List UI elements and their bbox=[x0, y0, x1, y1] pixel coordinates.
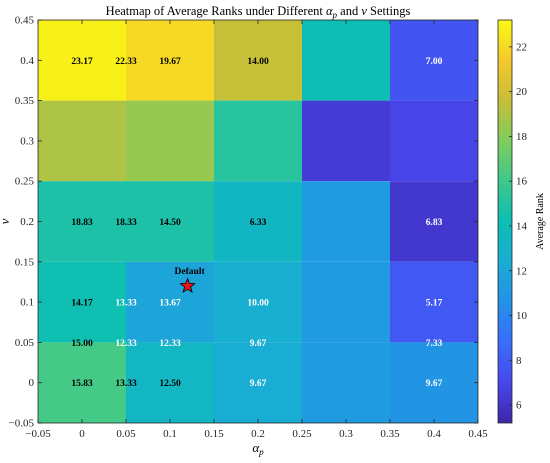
cell-value-label: 14.17 bbox=[71, 299, 93, 309]
cell-value-label: 6.83 bbox=[426, 218, 443, 228]
x-tick-label: 0.1 bbox=[163, 428, 177, 440]
y-tick-label: 0.1 bbox=[20, 297, 34, 309]
x-tick-label: 0.35 bbox=[380, 428, 400, 440]
x-axis-ticks: −0.05 0 0.05 0.1 0.15 0.2 0.25 0.3 0.35 0.4 0.45 bbox=[25, 20, 488, 440]
heatmap-cell bbox=[126, 342, 214, 423]
heatmap-cell bbox=[214, 20, 302, 101]
y-axis-ticks: −0.05 0 0.05 0.1 0.15 0.2 0.25 0.3 0.35 0.4 0.45 bbox=[9, 15, 478, 430]
cell-value-label: 7.00 bbox=[426, 57, 443, 67]
heatmap-cell bbox=[302, 100, 390, 182]
cell-value-label: 13.33 bbox=[115, 379, 137, 389]
heatmap-cells bbox=[38, 20, 478, 423]
colorbar-label: Average Rank bbox=[535, 193, 546, 250]
cell-value-label: 23.17 bbox=[71, 57, 93, 67]
x-tick-label: 0.15 bbox=[204, 428, 224, 440]
colorbar-tick-label: 10 bbox=[516, 310, 528, 322]
heatmap-cell bbox=[390, 100, 478, 182]
y-tick-label: 0.2 bbox=[20, 216, 34, 228]
x-tick-label: 0.2 bbox=[251, 428, 265, 440]
heatmap-cell bbox=[214, 181, 302, 262]
cell-value-label: 7.33 bbox=[426, 339, 443, 349]
heatmap-cell bbox=[38, 20, 126, 101]
heatmap-cell bbox=[38, 100, 126, 182]
cell-value-label: 15.00 bbox=[71, 339, 93, 349]
heatmap-cell bbox=[214, 342, 302, 423]
heatmap-cell bbox=[302, 181, 390, 262]
x-axis-label: αp bbox=[252, 440, 264, 457]
cell-value-label: 9.67 bbox=[250, 339, 267, 349]
cell-value-label: 12.50 bbox=[159, 379, 181, 389]
heatmap-cell bbox=[302, 342, 390, 423]
heatmap-cell bbox=[38, 181, 126, 262]
x-tick-label: 0.3 bbox=[339, 428, 353, 440]
heatmap-cell bbox=[302, 261, 390, 343]
heatmap-cell bbox=[214, 100, 302, 182]
y-tick-label: 0.15 bbox=[15, 256, 35, 268]
x-tick-label: 0.45 bbox=[468, 428, 488, 440]
heatmap-cell bbox=[38, 261, 126, 343]
colorbar-tick-label: 20 bbox=[516, 86, 528, 98]
x-tick-label: −0.05 bbox=[25, 428, 51, 440]
colorbar-tick-label: 18 bbox=[516, 131, 528, 143]
cell-value-label: 9.67 bbox=[250, 379, 267, 389]
heatmap-cell bbox=[390, 20, 478, 101]
cell-annotations: 23.17 22.33 19.67 14.00 7.00 18.83 18.33 14.50 6… bbox=[71, 57, 442, 389]
heatmap-cell bbox=[390, 261, 478, 343]
cell-value-label: 6.33 bbox=[250, 218, 267, 228]
x-tick-label: 0.25 bbox=[292, 428, 312, 440]
colorbar-tick-label: 22 bbox=[516, 41, 527, 53]
y-tick-label: 0.35 bbox=[15, 95, 35, 107]
y-tick-label: 0.25 bbox=[15, 176, 35, 188]
heatmap-cell bbox=[214, 261, 302, 343]
default-marker-group: Default bbox=[175, 267, 206, 293]
heatmap-cell bbox=[126, 20, 214, 101]
colorbar-tick-label: 6 bbox=[516, 400, 522, 412]
heatmap-cell bbox=[126, 100, 214, 182]
y-tick-label: −0.05 bbox=[9, 418, 35, 430]
x-tick-label: 0 bbox=[79, 428, 85, 440]
y-tick-label: 0.45 bbox=[15, 15, 35, 27]
heatmap-cell bbox=[126, 181, 214, 262]
chart-title: Heatmap of Average Ranks under Different… bbox=[106, 4, 411, 20]
y-tick-label: 0.05 bbox=[15, 337, 35, 349]
colorbar-tick-label: 12 bbox=[516, 265, 527, 277]
cell-value-label: 14.50 bbox=[159, 218, 181, 228]
cell-value-label: 19.67 bbox=[159, 57, 181, 67]
cell-value-label: 13.33 bbox=[115, 299, 137, 309]
y-tick-label: 0.4 bbox=[20, 55, 34, 67]
y-tick-label: 0 bbox=[29, 377, 35, 389]
cell-value-label: 10.00 bbox=[247, 299, 269, 309]
cell-value-label: 22.33 bbox=[115, 57, 137, 67]
colorbar-tick-label: 8 bbox=[516, 355, 522, 367]
cell-value-label: 12.33 bbox=[115, 339, 137, 349]
colorbar-tick-label: 16 bbox=[516, 176, 528, 188]
x-tick-label: 0.4 bbox=[427, 428, 441, 440]
colorbar-tick-label: 14 bbox=[516, 220, 528, 232]
heatmap-cell bbox=[302, 20, 390, 101]
heatmap-cell bbox=[126, 261, 214, 343]
colorbar-ticks: 6 8 10 12 14 16 18 20 22 bbox=[509, 41, 528, 412]
heatmap-cell bbox=[390, 342, 478, 423]
heatmap-cell bbox=[38, 342, 126, 423]
cell-value-label: 5.17 bbox=[426, 299, 443, 309]
default-star-icon bbox=[179, 277, 196, 293]
cell-value-label: 18.33 bbox=[115, 218, 137, 228]
cell-value-label: 12.33 bbox=[159, 339, 181, 349]
cell-value-label: 13.67 bbox=[159, 299, 181, 309]
cell-value-label: 9.67 bbox=[426, 379, 443, 389]
y-tick-label: 0.3 bbox=[20, 135, 34, 147]
cell-value-label: 14.00 bbox=[247, 57, 269, 67]
cell-value-label: 15.83 bbox=[71, 379, 93, 389]
colorbar bbox=[497, 19, 513, 424]
default-marker-label: Default bbox=[175, 267, 206, 277]
y-axis-label: ν bbox=[0, 218, 12, 224]
cell-value-label: 18.83 bbox=[71, 218, 93, 228]
x-tick-label: 0.05 bbox=[116, 428, 136, 440]
heatmap-cell bbox=[390, 181, 478, 262]
